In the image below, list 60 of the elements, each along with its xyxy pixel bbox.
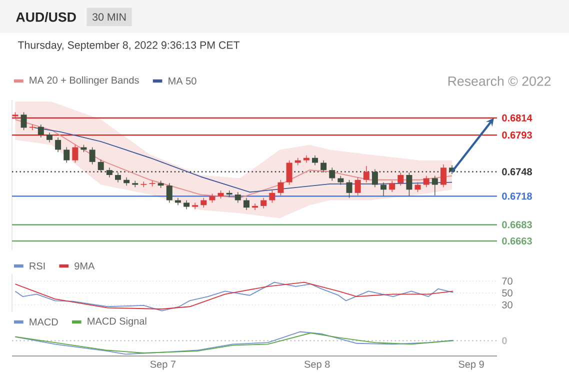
legend-label: MA 50 <box>168 77 196 85</box>
candlestick <box>20 112 27 130</box>
candlestick <box>354 177 361 196</box>
text: Thursday, September 8, 2022 9:36:13 PM CET <box>18 41 240 51</box>
candlestick <box>98 159 104 173</box>
candlestick <box>115 172 121 183</box>
x-tick-label: Sep 8 <box>304 360 330 370</box>
candlestick <box>166 182 172 204</box>
y-tick-label: 70 <box>502 278 512 285</box>
candlestick <box>192 202 198 210</box>
candlestick <box>64 146 70 164</box>
ref-line-label: 0.6718 <box>502 192 532 200</box>
legend-label: MACD Signal <box>88 317 146 327</box>
x-tick-label: Sep 7 <box>150 360 176 370</box>
candlestick <box>372 168 378 188</box>
text: Research © 2022 <box>448 76 551 86</box>
candlestick <box>55 137 62 152</box>
candlestick <box>234 192 241 204</box>
y-tick-label: 30 <box>502 301 512 308</box>
ref-line-label: 0 <box>502 337 507 344</box>
candlestick <box>398 172 404 186</box>
ref-line-label: 0.6683 <box>502 221 532 228</box>
candlestick <box>312 155 318 166</box>
candlestick <box>432 175 438 196</box>
candlestick <box>243 197 250 210</box>
candlestick <box>406 172 412 197</box>
candlestick <box>89 146 96 165</box>
legend-label: MA 20 + Bollinger Bands <box>30 76 139 86</box>
candlestick <box>106 167 112 178</box>
legend-label: MACD <box>30 318 58 326</box>
candlestick <box>278 180 284 196</box>
chart-title: AUD/USD <box>16 12 76 22</box>
candlestick <box>380 182 387 197</box>
legend-label: RSI <box>30 262 45 270</box>
candlestick <box>423 175 430 188</box>
ref-line-label: 0.6663 <box>502 237 532 245</box>
candlestick <box>440 164 446 188</box>
candlestick <box>303 155 310 164</box>
candlestick <box>329 167 336 182</box>
candlestick <box>363 166 370 183</box>
candlestick <box>389 180 396 192</box>
ref-line-label: 0.6814 <box>502 114 532 122</box>
candlestick <box>200 197 207 208</box>
candlestick <box>260 197 267 209</box>
candlestick <box>414 182 421 192</box>
ref-line-label: 0.6748 <box>502 168 532 176</box>
legend-label: 9MA <box>74 262 95 270</box>
candlestick <box>286 160 292 186</box>
chart-subtitle: 30 MIN <box>92 13 126 21</box>
candlestick <box>46 132 52 143</box>
candlestick <box>124 177 130 186</box>
candlestick <box>320 160 327 173</box>
candlestick <box>252 203 258 210</box>
x-tick-label: Sep 9 <box>458 360 484 370</box>
candlestick <box>38 124 44 138</box>
y-tick-label: 50 <box>502 289 512 297</box>
candlestick <box>269 190 276 204</box>
candlestick <box>346 180 352 198</box>
candlestick <box>72 144 78 164</box>
ref-line-label: 0.6793 <box>502 131 532 139</box>
